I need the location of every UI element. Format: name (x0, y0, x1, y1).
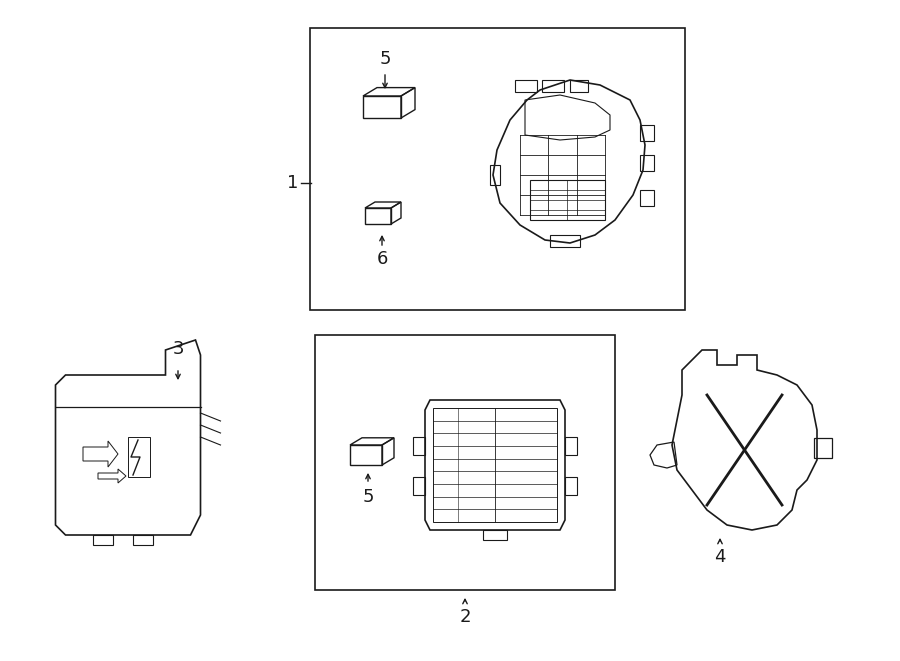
Bar (565, 437, 577, 455)
Bar (640, 125, 654, 141)
Bar (413, 477, 425, 495)
Bar (310, 28, 685, 310)
Bar (483, 530, 507, 540)
Bar (315, 335, 615, 590)
Text: 3: 3 (172, 340, 184, 358)
Bar (93, 535, 113, 545)
Text: 4: 4 (715, 548, 725, 566)
Bar (640, 155, 654, 171)
Bar (570, 80, 588, 92)
Text: 1: 1 (286, 174, 298, 192)
Text: 6: 6 (376, 250, 388, 268)
Bar (133, 535, 153, 545)
Text: 5: 5 (379, 50, 391, 68)
Bar (490, 165, 500, 185)
Text: 5: 5 (362, 488, 374, 506)
Text: 2: 2 (459, 608, 471, 626)
Bar (542, 80, 564, 92)
Bar (413, 437, 425, 455)
Bar (550, 235, 580, 247)
Bar (640, 190, 654, 206)
Bar (128, 437, 150, 477)
Bar (814, 438, 832, 458)
Bar (433, 408, 557, 522)
Bar (515, 80, 537, 92)
Bar (565, 477, 577, 495)
